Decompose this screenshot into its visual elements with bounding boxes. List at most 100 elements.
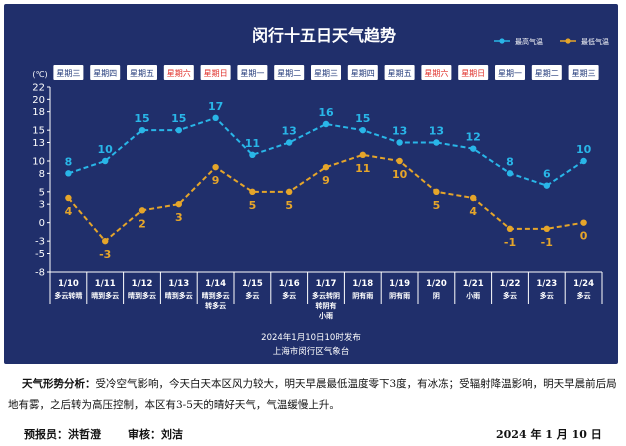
weather-condition: 晴到多云 <box>165 291 193 300</box>
data-point <box>580 157 587 165</box>
data-point <box>433 188 440 196</box>
weather-condition: 晴到多云 <box>128 291 156 300</box>
data-label: 17 <box>208 100 223 113</box>
weekday-label: 星期二 <box>277 69 301 78</box>
data-label: 5 <box>285 199 293 212</box>
y-tick-label: 20 <box>32 95 45 106</box>
chart-card: 闵行十五日天气趋势 最高气温 最低气温 星期三 星期四 星期五 星期六 星期日 星期一 星期二… <box>4 4 618 364</box>
x-axis: 1/10 多云转晴 1/11 晴到多云 1/12 晴到多云 1/13 晴到多云 1/14 晴到多云… <box>49 271 603 320</box>
x-tick-label: 1/11 <box>95 279 116 289</box>
weekday-label: 星期六 <box>167 68 191 78</box>
weekday-box <box>90 65 121 80</box>
weekday-label: 星期一 <box>498 69 522 78</box>
x-tick-label: 1/21 <box>463 279 484 289</box>
issue-date: 2024 年 1 月 10 日 <box>496 428 602 441</box>
weather-condition: 多云转晴 <box>54 291 82 300</box>
weekday-label: 星期二 <box>535 69 559 78</box>
data-label: 11 <box>355 162 370 175</box>
data-label: -1 <box>504 236 516 249</box>
x-tick-label: 1/24 <box>573 279 594 289</box>
analysis-text: 受冷空气影响，今天白天本区风力较大，明天早晨最低温度零下3度，有冰冻；受辐射降温… <box>8 378 617 411</box>
data-point <box>65 170 72 177</box>
data-label: 13 <box>282 125 297 138</box>
x-tick-label: 1/16 <box>279 279 300 289</box>
data-point <box>212 114 219 122</box>
data-label: 13 <box>392 125 407 138</box>
y-tick-label: 3 <box>39 200 45 211</box>
weekday-label: 星期三 <box>314 69 338 78</box>
weekday-label: 星期三 <box>56 69 80 78</box>
weather-condition: 多云转阴 <box>312 291 340 300</box>
data-label: 9 <box>322 174 330 187</box>
series-line <box>67 153 584 243</box>
y-tick-label: 5 <box>39 187 45 198</box>
series-layer: 8 10 15 15 17 11 13 16 15 13 13 12 8 6 10 4 -3 2 3 9 5 5 9 11 10… <box>65 100 592 261</box>
weather-condition: 阴 <box>433 291 440 300</box>
legend: 最高气温 最低气温 <box>494 37 609 46</box>
weekday-row: 星期三 星期四 星期五 星期六 星期日 星期一 星期二 星期三 星期四 星期五 星期六 星期日 星期一 星… <box>53 65 599 80</box>
data-point <box>543 225 550 233</box>
weather-condition: 多云 <box>577 291 591 300</box>
legend-label: 最高气温 <box>515 37 543 46</box>
data-label: 10 <box>98 143 114 156</box>
weekday-box <box>127 65 157 80</box>
weather-condition: 转阴有 <box>316 301 337 310</box>
x-tick-label: 1/13 <box>168 279 189 289</box>
data-point <box>138 207 146 214</box>
y-tick-label: 18 <box>32 107 45 118</box>
data-point <box>249 151 256 159</box>
data-label: 4 <box>469 205 477 218</box>
y-tick-label: 15 <box>32 126 45 137</box>
x-tick-label: 1/19 <box>389 279 410 289</box>
data-point <box>543 182 550 189</box>
x-tick-label: 1/18 <box>352 279 373 289</box>
data-label: 16 <box>318 106 334 119</box>
data-point <box>322 163 330 171</box>
publisher: 上海市闵行区气象台 <box>273 346 350 357</box>
data-label: 10 <box>392 168 408 181</box>
weather-condition: 晴到多云 <box>91 291 119 300</box>
data-point <box>65 194 72 202</box>
y-tick-label: 10 <box>32 157 45 168</box>
weekday-label: 星期四 <box>93 69 117 78</box>
data-label: 9 <box>212 174 220 187</box>
weather-condition: 转多云 <box>205 301 226 310</box>
weekday-box <box>384 65 415 80</box>
weekday-box <box>163 65 194 80</box>
data-label: -3 <box>99 248 111 261</box>
reviewer: 审核：刘洁 <box>128 428 183 441</box>
data-label: 13 <box>429 125 444 138</box>
weekday-label: 星期四 <box>351 69 375 78</box>
weather-condition: 阴有雨 <box>389 291 410 300</box>
data-point <box>433 139 440 146</box>
weekday-label: 星期五 <box>388 69 412 78</box>
analysis-label: 天气形势分析： <box>22 378 96 390</box>
weekday-label: 星期一 <box>240 69 264 78</box>
weather-condition: 多云 <box>245 291 259 300</box>
x-tick-label: 1/12 <box>132 279 153 289</box>
chart-title: 闵行十五日天气趋势 <box>252 26 396 45</box>
weekday-box <box>568 65 599 80</box>
weekday-box <box>274 65 305 80</box>
data-point <box>175 200 182 208</box>
data-label: -1 <box>541 236 553 249</box>
data-label: 5 <box>433 199 441 212</box>
y-tick-label: -3 <box>35 237 45 248</box>
weekday-box <box>200 65 231 80</box>
data-point <box>286 139 293 146</box>
x-tick-label: 1/14 <box>205 279 226 289</box>
data-label: 8 <box>65 155 73 168</box>
weather-condition: 阴有雨 <box>352 291 373 300</box>
weather-analysis: 天气形势分析：受冷空气影响，今天白天本区风力较大，明天早晨最低温度零下3度，有冰… <box>0 374 626 416</box>
weather-condition: 小雨 <box>465 291 480 300</box>
data-point <box>286 188 293 196</box>
data-label: 12 <box>466 131 481 144</box>
data-point <box>506 225 514 233</box>
data-label: 5 <box>249 199 257 212</box>
y-axis-unit: (℃) <box>32 70 47 79</box>
x-tick-label: 1/20 <box>426 279 447 289</box>
x-tick-label: 1/22 <box>500 279 521 289</box>
data-point <box>249 188 256 196</box>
weekday-box <box>531 65 562 80</box>
footer: 预报员：洪哲澄 审核：刘洁 2024 年 1 月 10 日 <box>0 424 626 444</box>
